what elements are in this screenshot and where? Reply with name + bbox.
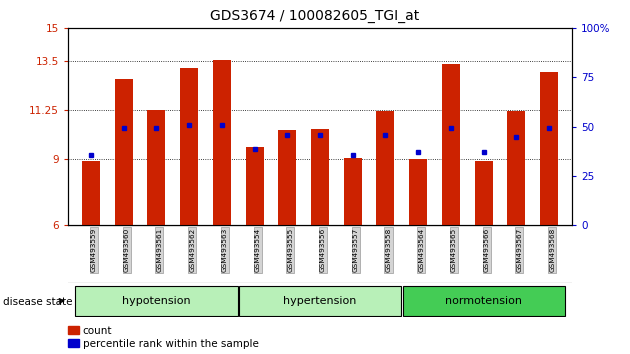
FancyBboxPatch shape (239, 286, 401, 315)
Bar (115, 79, 133, 225)
Bar (344, 158, 362, 225)
Bar (442, 64, 460, 225)
Bar (278, 130, 296, 225)
Text: GSM493568: GSM493568 (549, 228, 555, 272)
Text: GSM493559: GSM493559 (91, 228, 97, 272)
Text: GSM493556: GSM493556 (320, 228, 326, 272)
Bar (540, 72, 558, 225)
Bar (213, 60, 231, 225)
Bar (311, 129, 329, 225)
Text: normotension: normotension (445, 296, 522, 306)
Text: GSM493565: GSM493565 (451, 228, 457, 272)
Text: GSM493566: GSM493566 (484, 228, 490, 272)
Text: GSM493560: GSM493560 (123, 228, 130, 272)
FancyBboxPatch shape (75, 286, 238, 315)
Legend: count, percentile rank within the sample: count, percentile rank within the sample (68, 326, 259, 349)
Text: hypertension: hypertension (284, 296, 357, 306)
Bar (82, 161, 100, 225)
Text: GSM493557: GSM493557 (353, 228, 358, 272)
Text: GSM493558: GSM493558 (386, 228, 391, 272)
Bar (180, 68, 198, 225)
Bar (507, 111, 525, 225)
Text: GSM493564: GSM493564 (418, 228, 424, 272)
Text: hypotension: hypotension (122, 296, 191, 306)
Text: GSM493563: GSM493563 (222, 228, 228, 272)
FancyBboxPatch shape (403, 286, 565, 315)
Text: GSM493562: GSM493562 (189, 228, 195, 272)
Bar (147, 110, 166, 225)
Text: GDS3674 / 100082605_TGI_at: GDS3674 / 100082605_TGI_at (210, 9, 420, 23)
Text: GSM493555: GSM493555 (287, 228, 294, 272)
Text: GSM493554: GSM493554 (255, 228, 261, 272)
Bar (377, 111, 394, 225)
Text: GSM493567: GSM493567 (517, 228, 522, 272)
Bar (410, 159, 427, 225)
Bar (474, 161, 493, 225)
Bar (246, 147, 263, 225)
Text: disease state: disease state (3, 297, 72, 307)
Text: GSM493561: GSM493561 (156, 228, 163, 272)
